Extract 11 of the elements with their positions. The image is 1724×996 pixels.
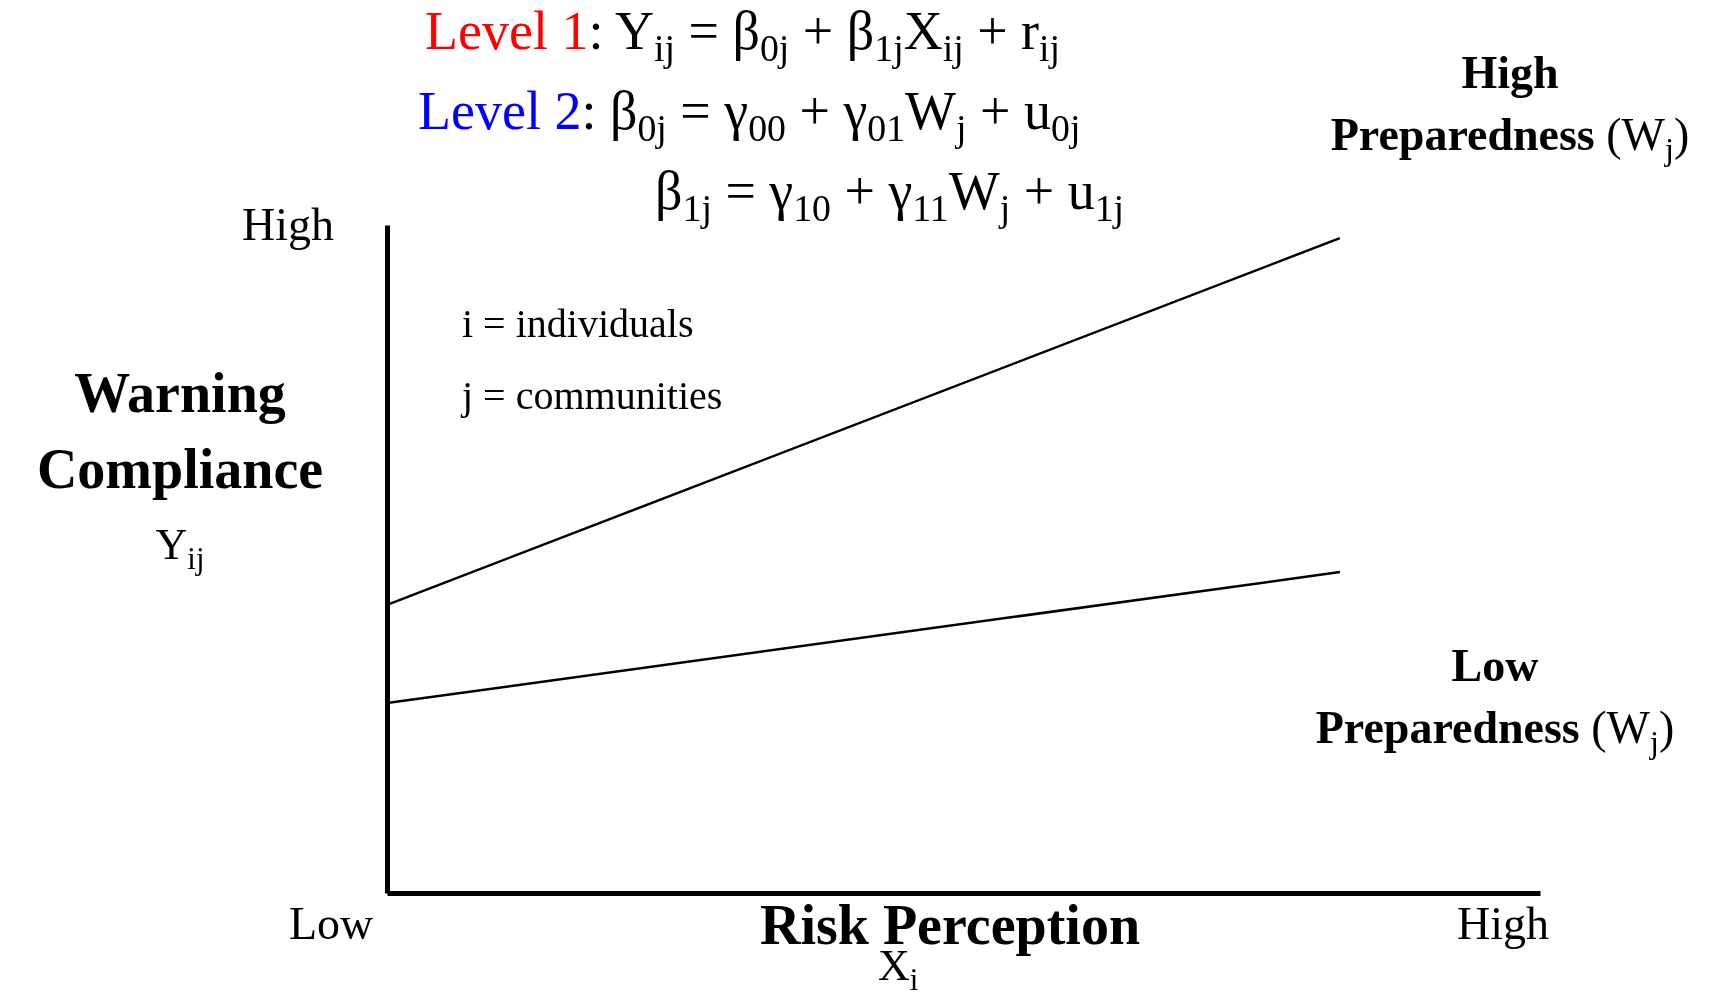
y-axis-title: Warning Compliance Y$_{ij}$ [36, 362, 324, 576]
x-axis-title: Risk Perception X$_{i}$ [759, 894, 1141, 996]
text: High [1457, 897, 1549, 950]
chart-title: Level 1: Y$_{ij}$ = β$_{0j}$ + β$_{1j}$X$_{ij}$ + r$_{ij}$ [425, 1, 1061, 69]
text: Low [289, 897, 374, 950]
series-label: Low Preparedness (W$_{j}$) [1315, 639, 1675, 763]
series-label: High Preparedness (W$_{j}$) [1330, 46, 1690, 170]
text: High [242, 198, 334, 251]
annotation: i = individuals [462, 300, 694, 347]
annotation: j = communities [462, 372, 723, 419]
text: Level 2: β$_{0j}$ = γ$_{00}$ + γ$_{01}$W$_{j}$ + u$_{0j}$ β$_{1j}$ = γ$_{10}$ + γ$_{11}$W$_{j}$ + u$_{1j}$ [418, 81, 1125, 229]
